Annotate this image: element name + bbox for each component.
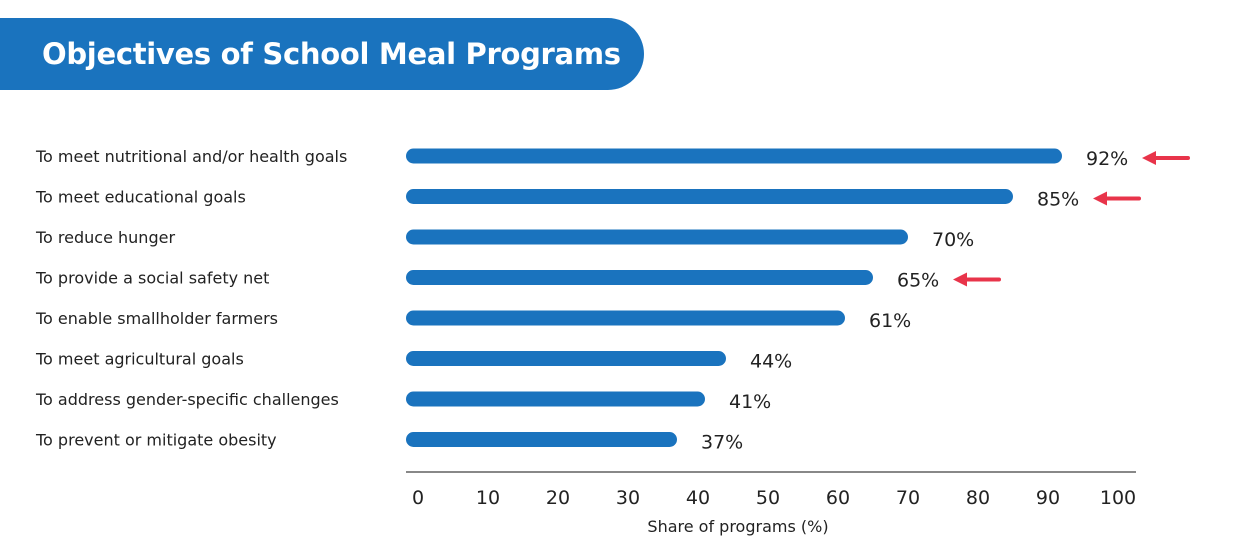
x-tick-label: 100 xyxy=(1100,487,1136,509)
x-tick-label: 0 xyxy=(412,487,424,509)
x-tick-label: 30 xyxy=(616,487,640,509)
category-label: To prevent or mitigate obesity xyxy=(35,431,277,450)
value-label: 44% xyxy=(750,351,792,373)
value-labels-layer: 92% 85% 70% 65% 61% 44% 41% 37% xyxy=(701,148,1128,454)
category-label: To provide a social safety net xyxy=(35,269,269,288)
category-label: To meet educational goals xyxy=(35,188,246,207)
x-tick-label: 70 xyxy=(896,487,920,509)
value-label: 70% xyxy=(932,229,974,251)
x-axis-title: Share of programs (%) xyxy=(647,517,828,536)
arrow-left-icon xyxy=(953,272,1001,287)
value-label: 92% xyxy=(1086,148,1128,170)
arrow-left-icon xyxy=(1093,191,1141,206)
category-label: To reduce hunger xyxy=(35,228,175,247)
value-label: 85% xyxy=(1037,189,1079,211)
title-banner: Objectives of School Meal Programs xyxy=(0,18,644,90)
category-label: To meet agricultural goals xyxy=(35,350,244,369)
category-label: To address gender-specific challenges xyxy=(35,390,339,409)
category-labels-layer: To meet nutritional and/or health goals T… xyxy=(35,147,347,450)
arrow-left-icon xyxy=(1142,151,1190,165)
x-tick-label: 80 xyxy=(966,487,990,509)
value-label: 41% xyxy=(729,391,771,413)
page-title: Objectives of School Meal Programs xyxy=(42,37,621,71)
x-tick-label: 40 xyxy=(686,487,710,509)
x-tick-label: 50 xyxy=(756,487,780,509)
x-tick-label: 20 xyxy=(546,487,570,509)
category-label: To enable smallholder farmers xyxy=(35,309,278,328)
value-label: 61% xyxy=(869,310,911,332)
highlight-arrows-layer xyxy=(953,151,1190,287)
x-tick-label: 10 xyxy=(476,487,500,509)
x-tick-label: 60 xyxy=(826,487,850,509)
category-label: To meet nutritional and/or health goals xyxy=(35,147,347,166)
bars-layer xyxy=(406,148,1062,447)
x-tick-label: 90 xyxy=(1036,487,1060,509)
value-label: 65% xyxy=(897,270,939,292)
x-axis: 0 10 20 30 40 50 60 70 80 90 100 Share of programs … xyxy=(406,471,1136,536)
value-label: 37% xyxy=(701,432,743,454)
